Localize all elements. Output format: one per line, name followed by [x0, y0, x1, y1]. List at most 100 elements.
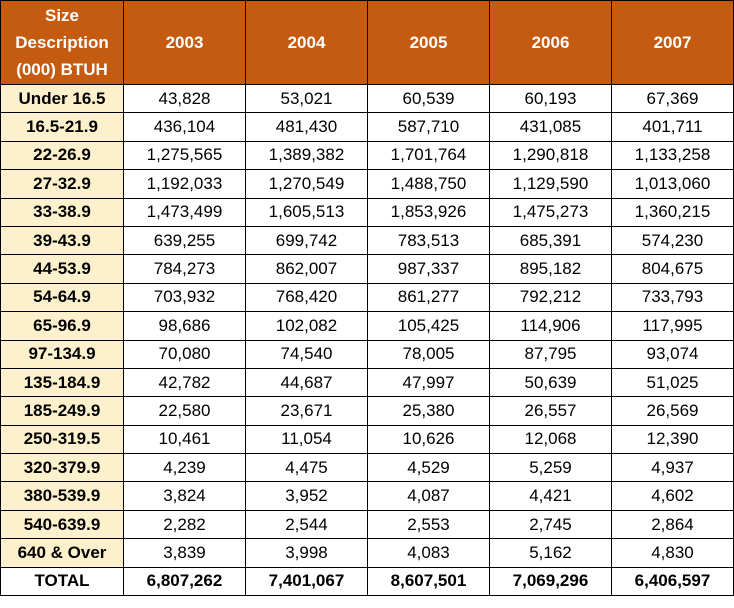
- size-description-header: Size Description (000) BTUH: [0, 0, 124, 85]
- value-cell: 23,671: [245, 396, 368, 426]
- value-cell: 44,687: [245, 367, 368, 398]
- size-range-label: 97-134.9: [0, 339, 124, 369]
- year-header: 2006: [489, 0, 612, 85]
- value-cell: 1,605,513: [245, 197, 368, 227]
- value-cell: 12,390: [611, 424, 734, 455]
- value-cell: 4,475: [245, 453, 368, 483]
- table-row: 380-539.9 3,824 3,952 4,087 4,421 4,602: [0, 481, 734, 511]
- value-cell: 1,853,926: [367, 197, 490, 227]
- value-cell: 436,104: [123, 112, 246, 142]
- table-body: Under 16.5 43,828 53,021 60,539 60,193 67,369…: [0, 83, 734, 597]
- size-range-label: 65-96.9: [0, 311, 124, 341]
- header-line: Description: [15, 33, 109, 52]
- value-cell: 1,013,060: [611, 169, 734, 199]
- value-cell: 10,626: [367, 424, 490, 455]
- table-row: 135-184.9 42,782 44,687 47,997 50,639 51,025: [0, 367, 734, 398]
- value-cell: 70,080: [123, 339, 246, 369]
- header-row: Size Description (000) BTUH 2003 2004 20…: [0, 0, 734, 85]
- value-cell: 67,369: [611, 83, 734, 114]
- table-row: 27-32.9 1,192,033 1,270,549 1,488,750 1,129,…: [0, 169, 734, 199]
- total-label: TOTAL: [0, 566, 124, 597]
- table-row: 33-38.9 1,473,499 1,605,513 1,853,926 1,475,…: [0, 197, 734, 227]
- value-cell: 102,082: [245, 311, 368, 341]
- value-cell: 783,513: [367, 225, 490, 256]
- value-cell: 862,007: [245, 254, 368, 284]
- value-cell: 987,337: [367, 254, 490, 284]
- value-cell: 861,277: [367, 282, 490, 313]
- table-row: 54-64.9 703,932 768,420 861,277 792,212 733,7…: [0, 282, 734, 313]
- value-cell: 26,569: [611, 396, 734, 426]
- total-row: TOTAL 6,807,262 7,401,067 8,607,501 7,069,29…: [0, 566, 734, 597]
- value-cell: 895,182: [489, 254, 612, 284]
- value-cell: 25,380: [367, 396, 490, 426]
- header-line: Size: [44, 6, 80, 25]
- value-cell: 74,540: [245, 339, 368, 369]
- value-cell: 4,087: [367, 481, 490, 511]
- value-cell: 1,133,258: [611, 140, 734, 171]
- size-range-label: 320-379.9: [0, 453, 124, 483]
- value-cell: 1,701,764: [367, 140, 490, 171]
- value-cell: 5,162: [489, 538, 612, 568]
- value-cell: 1,290,818: [489, 140, 612, 171]
- value-cell: 12,068: [489, 424, 612, 455]
- value-cell: 4,529: [367, 453, 490, 483]
- table-row: 185-249.9 22,580 23,671 25,380 26,557 26,569: [0, 396, 734, 426]
- value-cell: 768,420: [245, 282, 368, 313]
- size-range-label: 540-639.9: [0, 509, 124, 540]
- value-cell: 401,711: [611, 112, 734, 142]
- value-cell: 574,230: [611, 225, 734, 256]
- table-row: 540-639.9 2,282 2,544 2,553 2,745 2,864: [0, 509, 734, 540]
- total-cell: 6,406,597: [611, 566, 734, 597]
- value-cell: 4,421: [489, 481, 612, 511]
- value-cell: 22,580: [123, 396, 246, 426]
- value-cell: 3,839: [123, 538, 246, 568]
- value-cell: 2,544: [245, 509, 368, 540]
- table-row: 320-379.9 4,239 4,475 4,529 5,259 4,937: [0, 453, 734, 483]
- value-cell: 1,473,499: [123, 197, 246, 227]
- table-row: 22-26.9 1,275,565 1,389,382 1,701,764 1,290,…: [0, 140, 734, 171]
- value-cell: 60,193: [489, 83, 612, 114]
- size-range-label: 250-319.5: [0, 424, 124, 455]
- value-cell: 98,686: [123, 311, 246, 341]
- size-range-label: 380-539.9: [0, 481, 124, 511]
- value-cell: 93,074: [611, 339, 734, 369]
- size-range-label: 39-43.9: [0, 225, 124, 256]
- value-cell: 1,192,033: [123, 169, 246, 199]
- value-cell: 3,824: [123, 481, 246, 511]
- value-cell: 4,830: [611, 538, 734, 568]
- value-cell: 4,239: [123, 453, 246, 483]
- year-header: 2004: [245, 0, 368, 85]
- value-cell: 78,005: [367, 339, 490, 369]
- value-cell: 1,275,565: [123, 140, 246, 171]
- value-cell: 11,054: [245, 424, 368, 455]
- value-cell: 51,025: [611, 367, 734, 398]
- table-row: 65-96.9 98,686 102,082 105,425 114,906 117,99…: [0, 311, 734, 341]
- value-cell: 43,828: [123, 83, 246, 114]
- total-cell: 6,807,262: [123, 566, 246, 597]
- value-cell: 42,782: [123, 367, 246, 398]
- year-header: 2003: [123, 0, 246, 85]
- year-header: 2007: [611, 0, 734, 85]
- year-header: 2005: [367, 0, 490, 85]
- value-cell: 792,212: [489, 282, 612, 313]
- value-cell: 1,475,273: [489, 197, 612, 227]
- size-range-label: 44-53.9: [0, 254, 124, 284]
- value-cell: 3,998: [245, 538, 368, 568]
- total-cell: 7,401,067: [245, 566, 368, 597]
- table-row: 44-53.9 784,273 862,007 987,337 895,182 804,6…: [0, 254, 734, 284]
- size-range-label: 135-184.9: [0, 367, 124, 398]
- value-cell: 5,259: [489, 453, 612, 483]
- value-cell: 53,021: [245, 83, 368, 114]
- value-cell: 26,557: [489, 396, 612, 426]
- value-cell: 431,085: [489, 112, 612, 142]
- size-range-label: 16.5-21.9: [0, 112, 124, 142]
- size-range-label: 22-26.9: [0, 140, 124, 171]
- value-cell: 1,360,215: [611, 197, 734, 227]
- value-cell: 4,083: [367, 538, 490, 568]
- value-cell: 2,864: [611, 509, 734, 540]
- value-cell: 4,602: [611, 481, 734, 511]
- value-cell: 1,129,590: [489, 169, 612, 199]
- value-cell: 87,795: [489, 339, 612, 369]
- table-row: 97-134.9 70,080 74,540 78,005 87,795 93,074: [0, 339, 734, 369]
